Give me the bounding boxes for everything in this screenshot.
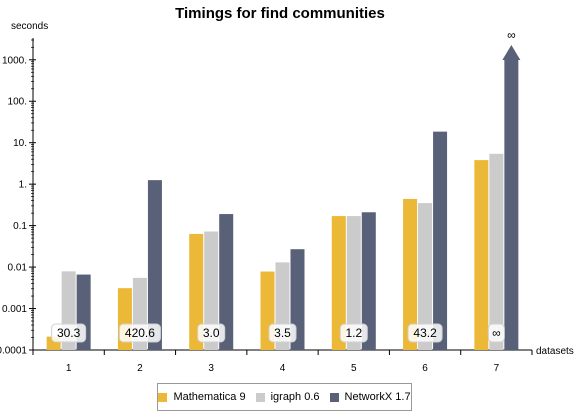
x-axis-label: datasets [536, 346, 574, 357]
legend-label: igraph 0.6 [270, 391, 320, 403]
bar [418, 203, 433, 350]
x-tick-label: 3 [208, 363, 214, 374]
bar [346, 216, 361, 350]
legend-label: NetworkX 1.7 [344, 391, 411, 403]
ratio-label-box [487, 323, 505, 343]
ratio-label: 43.2 [407, 323, 443, 343]
ratio-label-text: ∞ [492, 326, 501, 340]
ratio-label-box [51, 323, 87, 343]
bar-arrowhead [502, 45, 521, 60]
y-tick-label: 0.001 [2, 304, 27, 315]
y-tick-label: 0.01 [8, 263, 28, 274]
bar [189, 233, 204, 350]
ratio-label-box [118, 323, 161, 343]
y-axis-label: seconds [11, 21, 48, 32]
legend-item: Mathematica 9 [158, 391, 246, 403]
y-tick-label: 0.1 [13, 221, 27, 232]
ratio-label: 30.3 [51, 323, 87, 343]
y-tick-label: 1. [19, 180, 27, 191]
x-tick-label: 2 [137, 363, 143, 374]
bar [219, 214, 234, 350]
x-ticks: 1 2 3 4 5 6 7 [32, 350, 533, 374]
y-tick-label: 10. [13, 138, 27, 149]
legend-item: NetworkX 1.7 [329, 391, 411, 403]
legend-swatch [329, 392, 339, 402]
x-tick-label: 1 [66, 363, 72, 374]
ratio-label-box [339, 323, 368, 343]
ratio-label: 420.6 [118, 323, 161, 343]
ratio-label-text: 1.2 [345, 326, 362, 340]
ratio-label-text: 30.3 [57, 326, 81, 340]
x-tick-label: 4 [280, 363, 286, 374]
legend-swatch [255, 392, 265, 402]
legend-item: igraph 0.6 [255, 391, 320, 403]
ratio-label: 3.5 [268, 323, 297, 343]
bar [474, 160, 489, 350]
ratio-label-text: 3.0 [203, 326, 220, 340]
ratio-label-text: 420.6 [125, 326, 155, 340]
unbounded-label: ∞ [507, 28, 516, 42]
x-tick-label: 6 [422, 363, 428, 374]
bars: ∞ [46, 28, 521, 350]
ratio-label-text: 43.2 [413, 326, 437, 340]
bar [489, 153, 504, 350]
y-tick-label: 1000. [2, 55, 27, 66]
ratio-labels: 30.3 420.6 3.0 3.5 1.2 43.2 ∞ [51, 323, 505, 343]
bar [361, 212, 376, 350]
ratio-label-box [268, 323, 297, 343]
bar-unbounded [504, 60, 519, 350]
y-tick-label: 100. [8, 97, 27, 108]
x-tick-label: 7 [494, 363, 500, 374]
y-ticks: 0.0001 0.001 0.01 0.1 1. 10. 100. 1000. [0, 39, 36, 357]
ratio-label-text: 3.5 [274, 326, 291, 340]
ratio-label-box [407, 323, 443, 343]
bar [147, 180, 162, 350]
bar [433, 131, 448, 350]
bar [403, 198, 418, 350]
bar [204, 231, 219, 350]
ratio-label: ∞ [487, 323, 505, 343]
legend-swatch [158, 392, 168, 402]
chart-title: Timings for find communities [175, 5, 385, 22]
bar [331, 216, 346, 350]
ratio-label-box [197, 323, 226, 343]
ratio-label: 1.2 [339, 323, 368, 343]
legend-label: Mathematica 9 [173, 391, 246, 403]
y-tick-label: 0.0001 [0, 346, 27, 357]
ratio-label: 3.0 [197, 323, 226, 343]
legend: Mathematica 9 igraph 0.6 NetworkX 1.7 [157, 383, 412, 411]
x-tick-label: 5 [351, 363, 357, 374]
